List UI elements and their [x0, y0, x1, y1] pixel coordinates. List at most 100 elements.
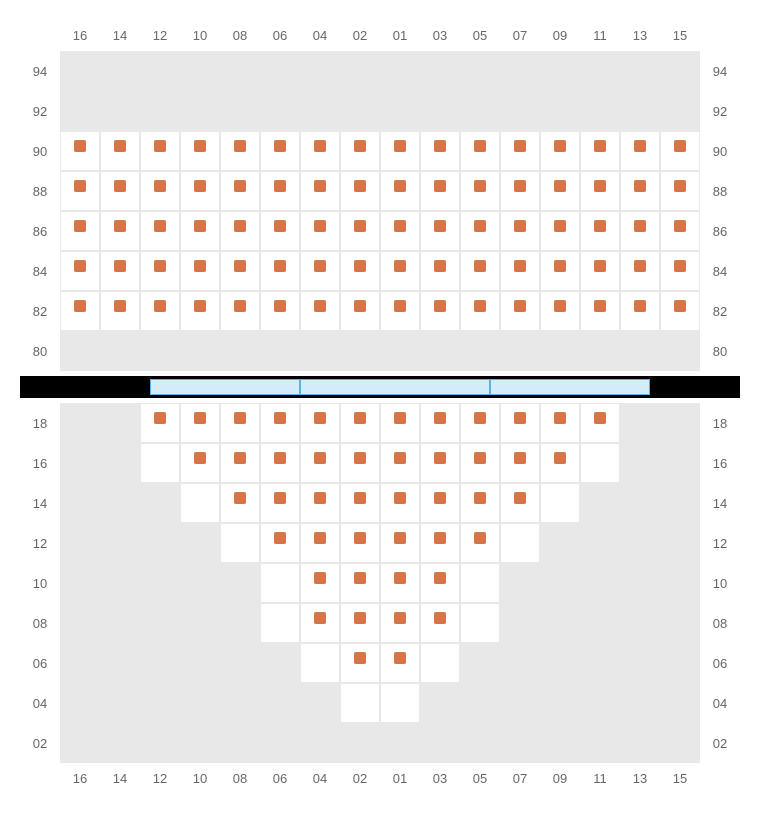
seat-cell[interactable]	[460, 251, 500, 291]
seat-cell[interactable]	[300, 251, 340, 291]
seat-cell[interactable]	[260, 211, 300, 251]
seat-cell[interactable]	[380, 251, 420, 291]
seat-cell[interactable]	[180, 131, 220, 171]
seat-cell[interactable]	[220, 291, 260, 331]
seat-cell[interactable]	[620, 291, 660, 331]
seat-cell[interactable]	[180, 211, 220, 251]
seat-cell[interactable]	[500, 443, 540, 483]
seat-cell[interactable]	[180, 443, 220, 483]
seat-cell[interactable]	[380, 523, 420, 563]
seat-cell[interactable]	[180, 251, 220, 291]
seat-cell[interactable]	[260, 291, 300, 331]
seat-cell[interactable]	[660, 251, 700, 291]
seat-cell[interactable]	[460, 403, 500, 443]
seat-cell[interactable]	[60, 251, 100, 291]
seat-cell[interactable]	[340, 483, 380, 523]
seat-cell[interactable]	[140, 251, 180, 291]
seat-cell[interactable]	[100, 171, 140, 211]
seat-cell[interactable]	[340, 251, 380, 291]
seat-cell[interactable]	[580, 131, 620, 171]
seat-cell[interactable]	[460, 211, 500, 251]
seat-cell[interactable]	[340, 171, 380, 211]
seat-cell[interactable]	[500, 211, 540, 251]
seat-cell[interactable]	[500, 171, 540, 211]
seat-cell[interactable]	[100, 291, 140, 331]
seat-cell[interactable]	[500, 523, 540, 563]
seat-cell[interactable]	[60, 131, 100, 171]
seat-cell[interactable]	[180, 171, 220, 211]
seat-cell[interactable]	[220, 251, 260, 291]
seat-cell[interactable]	[140, 291, 180, 331]
seat-cell[interactable]	[220, 403, 260, 443]
seat-cell[interactable]	[220, 443, 260, 483]
seat-cell[interactable]	[300, 603, 340, 643]
seat-cell[interactable]	[340, 443, 380, 483]
seat-cell[interactable]	[580, 211, 620, 251]
seat-cell[interactable]	[340, 683, 380, 723]
seat-cell[interactable]	[420, 291, 460, 331]
seat-cell[interactable]	[140, 211, 180, 251]
divider-segment[interactable]	[150, 379, 300, 395]
seat-cell[interactable]	[540, 171, 580, 211]
divider-segment[interactable]	[300, 379, 490, 395]
seat-cell[interactable]	[380, 683, 420, 723]
seat-cell[interactable]	[460, 291, 500, 331]
seat-cell[interactable]	[420, 603, 460, 643]
seat-cell[interactable]	[540, 251, 580, 291]
seat-cell[interactable]	[620, 171, 660, 211]
seat-cell[interactable]	[460, 443, 500, 483]
seat-cell[interactable]	[540, 211, 580, 251]
seat-cell[interactable]	[300, 523, 340, 563]
seat-cell[interactable]	[300, 483, 340, 523]
seat-cell[interactable]	[420, 403, 460, 443]
seat-cell[interactable]	[60, 291, 100, 331]
seat-cell[interactable]	[220, 211, 260, 251]
seat-cell[interactable]	[500, 251, 540, 291]
seat-cell[interactable]	[420, 643, 460, 683]
seat-cell[interactable]	[540, 131, 580, 171]
seat-cell[interactable]	[460, 483, 500, 523]
seat-cell[interactable]	[220, 131, 260, 171]
seat-cell[interactable]	[300, 643, 340, 683]
seat-cell[interactable]	[660, 171, 700, 211]
seat-cell[interactable]	[540, 291, 580, 331]
seat-cell[interactable]	[460, 603, 500, 643]
seat-cell[interactable]	[340, 523, 380, 563]
seat-cell[interactable]	[380, 403, 420, 443]
seat-cell[interactable]	[260, 563, 300, 603]
seat-cell[interactable]	[100, 131, 140, 171]
seat-cell[interactable]	[260, 131, 300, 171]
seat-cell[interactable]	[540, 483, 580, 523]
seat-cell[interactable]	[380, 171, 420, 211]
seat-cell[interactable]	[60, 211, 100, 251]
seat-cell[interactable]	[620, 211, 660, 251]
seat-cell[interactable]	[340, 131, 380, 171]
seat-cell[interactable]	[420, 443, 460, 483]
seat-cell[interactable]	[660, 211, 700, 251]
seat-cell[interactable]	[340, 563, 380, 603]
seat-cell[interactable]	[300, 403, 340, 443]
seat-cell[interactable]	[540, 403, 580, 443]
seat-cell[interactable]	[460, 563, 500, 603]
seat-cell[interactable]	[380, 291, 420, 331]
seat-cell[interactable]	[620, 251, 660, 291]
seat-cell[interactable]	[420, 251, 460, 291]
seat-cell[interactable]	[140, 403, 180, 443]
seat-cell[interactable]	[660, 131, 700, 171]
seat-cell[interactable]	[220, 171, 260, 211]
seat-cell[interactable]	[260, 603, 300, 643]
seat-cell[interactable]	[220, 523, 260, 563]
seat-cell[interactable]	[340, 403, 380, 443]
seat-cell[interactable]	[500, 483, 540, 523]
seat-cell[interactable]	[300, 563, 340, 603]
seat-cell[interactable]	[340, 291, 380, 331]
seat-cell[interactable]	[340, 643, 380, 683]
seat-cell[interactable]	[300, 171, 340, 211]
seat-cell[interactable]	[300, 443, 340, 483]
seat-cell[interactable]	[180, 291, 220, 331]
seat-cell[interactable]	[140, 443, 180, 483]
seat-cell[interactable]	[300, 131, 340, 171]
seat-cell[interactable]	[100, 251, 140, 291]
seat-cell[interactable]	[580, 171, 620, 211]
seat-cell[interactable]	[140, 131, 180, 171]
